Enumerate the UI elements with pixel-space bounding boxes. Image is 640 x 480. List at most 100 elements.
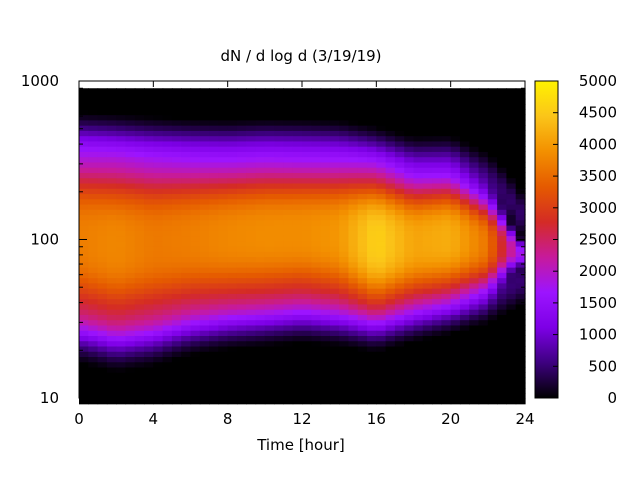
- heatmap-cell: [227, 109, 238, 116]
- heatmap-cell: [487, 161, 498, 168]
- heatmap-cell: [116, 324, 127, 331]
- heatmap-cell: [376, 88, 387, 95]
- heatmap-cell: [432, 140, 442, 147]
- heatmap-cell: [459, 272, 470, 279]
- heatmap-cell: [125, 309, 136, 315]
- heatmap-cell: [339, 182, 350, 189]
- heatmap-cell: [274, 398, 285, 405]
- heatmap-cell: [97, 256, 108, 263]
- heatmap-cell: [125, 130, 136, 137]
- heatmap-cell: [394, 88, 405, 95]
- heatmap-cell: [478, 256, 489, 263]
- heatmap-cell: [236, 230, 247, 237]
- heatmap-cell: [376, 167, 387, 173]
- heatmap-cell: [274, 140, 285, 147]
- heatmap-cell: [506, 119, 517, 126]
- heatmap-cell: [469, 109, 480, 116]
- heatmap-cell: [209, 246, 219, 252]
- heatmap-cell: [515, 314, 526, 321]
- heatmap-cell: [171, 387, 182, 394]
- heatmap-cell: [283, 330, 294, 336]
- heatmap-cell: [236, 330, 247, 336]
- heatmap-cell: [97, 251, 108, 258]
- heatmap-cell: [97, 193, 108, 200]
- heatmap-cell: [199, 288, 210, 294]
- heatmap-cell: [125, 156, 136, 163]
- heatmap-cell: [339, 277, 350, 284]
- heatmap-cell: [171, 209, 182, 216]
- heatmap-cell: [144, 324, 154, 331]
- heatmap-cell: [432, 104, 442, 110]
- heatmap-cell: [106, 198, 117, 205]
- heatmap-cell: [264, 372, 275, 379]
- heatmap-cell: [97, 230, 108, 237]
- heatmap-cell: [459, 288, 470, 294]
- heatmap-cell: [97, 235, 108, 242]
- heatmap-cell: [246, 267, 257, 273]
- heatmap-cell: [144, 119, 154, 126]
- heatmap-cell: [274, 314, 285, 321]
- heatmap-cell: [264, 319, 275, 326]
- heatmap-cell: [432, 303, 442, 310]
- heatmap-cell: [283, 219, 294, 226]
- heatmap-cell: [367, 251, 377, 258]
- heatmap-cell: [469, 125, 480, 131]
- heatmap-cell: [171, 167, 182, 173]
- heatmap-cell: [227, 214, 238, 221]
- colorbar-tick-label: 1500: [579, 294, 617, 312]
- heatmap-cell: [413, 182, 424, 189]
- heatmap-cell: [116, 251, 127, 258]
- heatmap-cell: [515, 93, 526, 100]
- heatmap-cell: [227, 219, 238, 226]
- heatmap-cell: [329, 130, 340, 137]
- heatmap-cell: [329, 109, 340, 116]
- heatmap-cell: [264, 156, 275, 163]
- heatmap-cell: [478, 98, 489, 105]
- heatmap-cell: [515, 146, 526, 152]
- heatmap-cell: [385, 114, 396, 121]
- heatmap-cell: [255, 140, 266, 147]
- heatmap-cell: [385, 298, 396, 305]
- heatmap-cell: [348, 235, 359, 242]
- heatmap-cell: [320, 288, 331, 294]
- heatmap-cell: [106, 93, 117, 100]
- heatmap-cell: [404, 224, 415, 231]
- heatmap-cell: [181, 345, 192, 352]
- heatmap-cell: [171, 146, 182, 152]
- heatmap-cell: [478, 361, 489, 368]
- heatmap-cell: [134, 93, 145, 100]
- heatmap-cell: [422, 182, 433, 189]
- heatmap-cell: [144, 224, 154, 231]
- heatmap-cell: [376, 387, 387, 394]
- heatmap-cell: [209, 267, 219, 273]
- heatmap-cell: [218, 246, 229, 252]
- heatmap-cell: [88, 209, 99, 216]
- heatmap-cell: [515, 319, 526, 326]
- heatmap-cell: [162, 93, 173, 100]
- heatmap-cell: [478, 314, 489, 321]
- heatmap-cell: [125, 104, 136, 110]
- heatmap-cell: [329, 172, 340, 179]
- heatmap-cell: [255, 309, 266, 315]
- heatmap-cell: [515, 119, 526, 126]
- heatmap-cell: [199, 382, 210, 389]
- heatmap-cell: [190, 256, 201, 263]
- colorbar-tick-label: 5000: [579, 72, 617, 90]
- heatmap-cell: [264, 277, 275, 284]
- heatmap-cell: [367, 104, 377, 110]
- heatmap-cell: [209, 114, 219, 121]
- heatmap-cell: [236, 345, 247, 352]
- heatmap-cell: [450, 377, 461, 384]
- heatmap-cell: [311, 361, 322, 368]
- heatmap-cell: [274, 303, 285, 310]
- heatmap-cell: [385, 277, 396, 284]
- heatmap-cell: [450, 324, 461, 331]
- heatmap-cell: [432, 351, 442, 358]
- heatmap-cell: [329, 146, 340, 152]
- heatmap-cell: [394, 356, 405, 363]
- heatmap-cell: [264, 246, 275, 252]
- heatmap-cell: [394, 277, 405, 284]
- heatmap-cell: [199, 282, 210, 289]
- heatmap-cell: [162, 387, 173, 394]
- heatmap-cell: [441, 351, 452, 358]
